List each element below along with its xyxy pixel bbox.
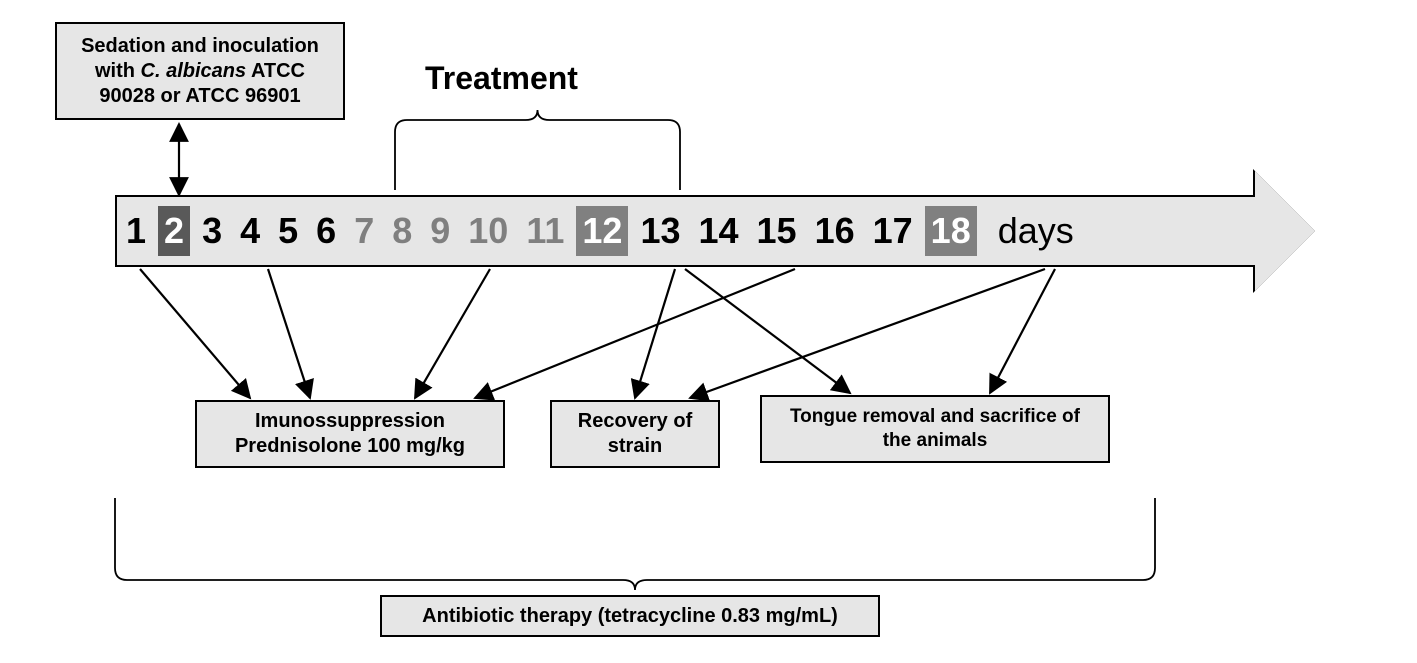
timeline-arrow: 123456789101112131415161718days bbox=[115, 195, 1315, 267]
day-11: 11 bbox=[517, 210, 573, 252]
day-2: 2 bbox=[158, 206, 190, 256]
day-13: 13 bbox=[631, 210, 689, 252]
sedation-line3: 90028 or ATCC 96901 bbox=[71, 84, 329, 109]
day-1: 1 bbox=[117, 210, 155, 252]
day-10: 10 bbox=[459, 210, 517, 252]
recovery-of-strain-box: Recovery of strain bbox=[550, 400, 720, 468]
day-9: 9 bbox=[421, 210, 459, 252]
day-4: 4 bbox=[231, 210, 269, 252]
days-label: days bbox=[980, 210, 1084, 252]
day-7: 7 bbox=[345, 210, 383, 252]
day14-to-immuno bbox=[475, 269, 795, 398]
day-16: 16 bbox=[806, 210, 864, 252]
treatment-title: Treatment bbox=[425, 60, 578, 97]
immuno-line1: Imunossuppression bbox=[211, 409, 489, 434]
day1-to-immuno bbox=[140, 269, 250, 398]
timeline-arrowhead-icon bbox=[1255, 171, 1315, 291]
sedation-line2: with C. albicans ATCC bbox=[71, 59, 329, 84]
antibiotic-text: Antibiotic therapy (tetracycline 0.83 mg… bbox=[422, 604, 838, 629]
sedation-line2-italic: C. albicans bbox=[141, 60, 247, 82]
tongue-removal-box: Tongue removal and sacrifice of the anim… bbox=[760, 395, 1110, 463]
day18-to-tongue bbox=[990, 269, 1055, 393]
day-8: 8 bbox=[383, 210, 421, 252]
timeline-bar: 123456789101112131415161718days bbox=[115, 195, 1255, 267]
day18-to-recovery bbox=[690, 269, 1045, 398]
day-12: 12 bbox=[576, 206, 628, 256]
immunosuppression-box: Imunossuppression Prednisolone 100 mg/kg bbox=[195, 400, 505, 468]
diagram-canvas: Sedation and inoculation with C. albican… bbox=[20, 20, 1397, 643]
sedation-line2-suffix: ATCC bbox=[246, 60, 305, 82]
day4-to-immuno bbox=[268, 269, 310, 398]
recovery-line2: strain bbox=[566, 434, 704, 459]
sedation-line2-prefix: with bbox=[95, 60, 141, 82]
day-18: 18 bbox=[925, 206, 977, 256]
day12-to-tongue bbox=[685, 269, 850, 393]
sedation-inoculation-box: Sedation and inoculation with C. albican… bbox=[55, 22, 345, 120]
day-15: 15 bbox=[748, 210, 806, 252]
tongue-line2: the animals bbox=[776, 429, 1094, 453]
antibiotic-therapy-box: Antibiotic therapy (tetracycline 0.83 mg… bbox=[380, 595, 880, 637]
day-14: 14 bbox=[689, 210, 747, 252]
day-3: 3 bbox=[193, 210, 231, 252]
recovery-line1: Recovery of bbox=[566, 409, 704, 434]
day12-to-recovery bbox=[635, 269, 675, 398]
day-17: 17 bbox=[864, 210, 922, 252]
sedation-line1: Sedation and inoculation bbox=[71, 34, 329, 59]
day-6: 6 bbox=[307, 210, 345, 252]
day-5: 5 bbox=[269, 210, 307, 252]
antibiotic-brace-icon bbox=[115, 498, 1155, 590]
treatment-brace-icon bbox=[395, 110, 680, 190]
immuno-line2: Prednisolone 100 mg/kg bbox=[211, 434, 489, 459]
tongue-line1: Tongue removal and sacrifice of bbox=[776, 405, 1094, 429]
day9-to-immuno bbox=[415, 269, 490, 398]
